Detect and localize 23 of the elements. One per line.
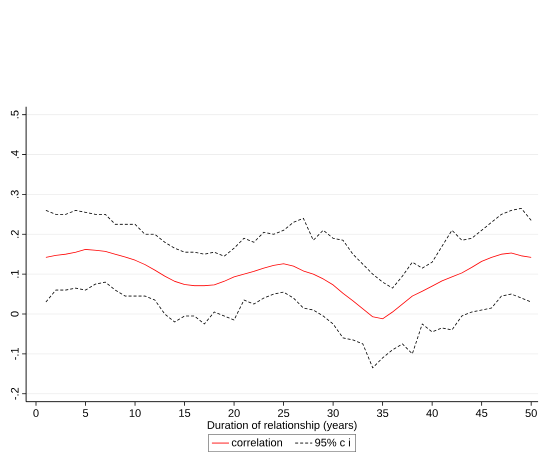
x-tick-label: 25 bbox=[278, 409, 290, 418]
y-tick-label: .1 bbox=[11, 270, 19, 278]
y-tick-label: .5 bbox=[10, 110, 19, 118]
legend-label: correlation bbox=[232, 438, 282, 446]
x-tick-label: 20 bbox=[228, 409, 240, 418]
x-tick-label: 15 bbox=[179, 409, 190, 417]
x-tick-label: 5 bbox=[82, 409, 88, 417]
x-tick-label: 40 bbox=[426, 409, 438, 418]
y-tick-label: -.1 bbox=[11, 348, 19, 360]
y-tick-label: .2 bbox=[10, 230, 19, 238]
x-tick-label: 10 bbox=[130, 409, 141, 418]
x-tick-label: 45 bbox=[476, 409, 488, 417]
y-tick-label: 0 bbox=[10, 311, 19, 317]
x-axis-title: Duration of relationship (years) bbox=[208, 420, 357, 432]
x-tick-label: 35 bbox=[376, 409, 388, 418]
y-tick-label: -.2 bbox=[10, 388, 19, 400]
line-series bbox=[46, 249, 532, 320]
x-tick-label: 0 bbox=[33, 409, 39, 418]
legend-label: 95% c i bbox=[315, 438, 350, 446]
x-tick-label: 30 bbox=[327, 409, 339, 418]
x-tick-label: 50 bbox=[525, 409, 537, 418]
y-tick-label: .4 bbox=[11, 150, 19, 158]
y-tick-label: .3 bbox=[10, 190, 19, 198]
